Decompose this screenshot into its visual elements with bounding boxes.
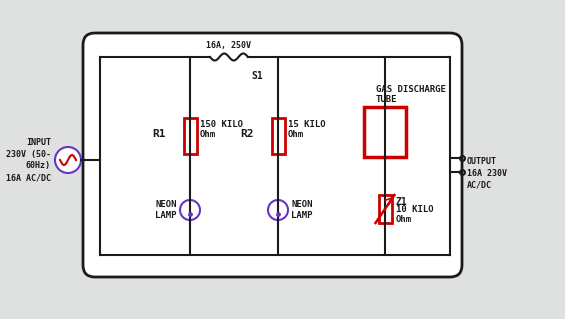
FancyBboxPatch shape — [83, 33, 462, 277]
Text: 15 KILO
Ohm: 15 KILO Ohm — [288, 120, 325, 139]
Circle shape — [55, 147, 81, 173]
Circle shape — [268, 200, 288, 220]
Text: Z1: Z1 — [396, 197, 407, 207]
Text: 16A, 250V: 16A, 250V — [206, 41, 251, 50]
Text: OUTPUT
16A 230V
AC/DC: OUTPUT 16A 230V AC/DC — [467, 157, 507, 189]
Bar — [272, 118, 285, 154]
Text: 10 KILO
Ohm: 10 KILO Ohm — [396, 205, 433, 224]
Bar — [364, 107, 406, 157]
Text: INPUT
230V (50-
60Hz)
16A AC/DC: INPUT 230V (50- 60Hz) 16A AC/DC — [6, 138, 51, 182]
Text: NEON
LAMP: NEON LAMP — [291, 200, 312, 220]
Bar — [379, 195, 392, 223]
Text: S1: S1 — [251, 71, 263, 81]
Text: 150 KILO
Ohm: 150 KILO Ohm — [199, 120, 242, 139]
Text: R2: R2 — [240, 129, 254, 139]
Text: NEON
LAMP: NEON LAMP — [155, 200, 177, 220]
Text: GAS DISCHARGE
TUBE: GAS DISCHARGE TUBE — [376, 85, 446, 104]
Circle shape — [180, 200, 200, 220]
Text: R1: R1 — [152, 129, 166, 139]
Bar — [184, 118, 197, 154]
